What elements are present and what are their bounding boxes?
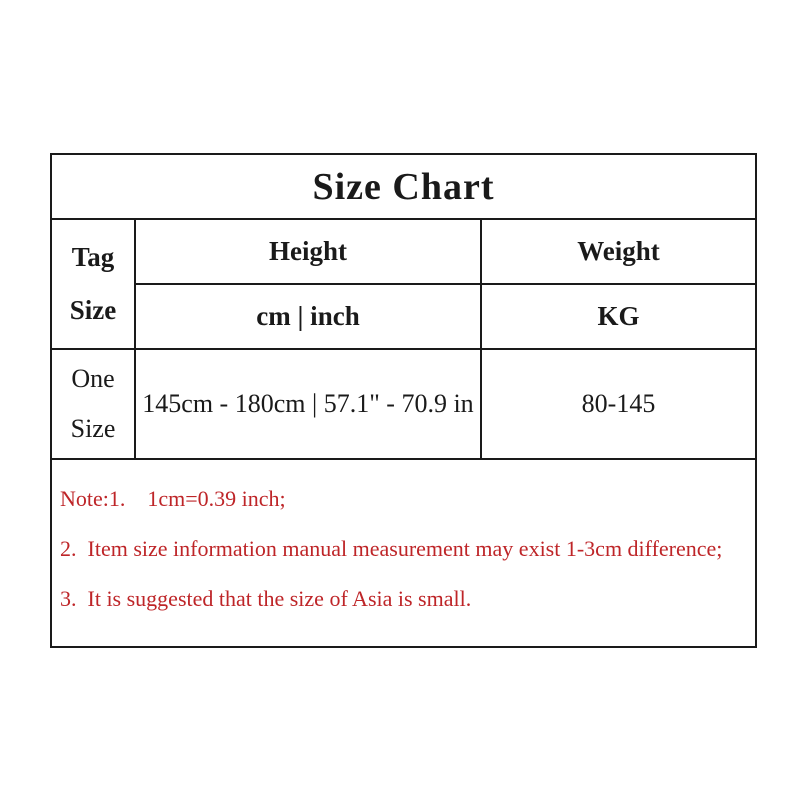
- height-header-text: Height: [269, 236, 347, 266]
- height-unit-text: cm | inch: [256, 301, 360, 331]
- size-name-line2: Size: [70, 414, 116, 443]
- note-line-1: Note:1. 1cm=0.39 inch;: [60, 486, 286, 511]
- tag-size-header-line2: Size: [69, 295, 117, 325]
- weight-value-text: 80-145: [581, 389, 656, 418]
- height-value-text: 145cm - 180cm | 57.1" - 70.9 in: [142, 389, 474, 418]
- size-chart-table: Size Chart Tag Size Height Weight cm | i…: [50, 153, 757, 648]
- notes-section: Note:1. 1cm=0.39 inch; 2. Item size info…: [52, 460, 755, 646]
- weight-header-cell: Weight: [482, 220, 755, 285]
- table-title-text: Size Chart: [312, 165, 495, 208]
- height-unit-cell: cm | inch: [136, 285, 482, 350]
- height-value-cell: 145cm - 180cm | 57.1" - 70.9 in: [136, 350, 482, 460]
- weight-header-text: Weight: [577, 236, 660, 266]
- weight-value-cell: 80-145: [482, 350, 755, 460]
- weight-unit-cell: KG: [482, 285, 755, 350]
- tag-size-header-cell: Tag Size: [52, 220, 136, 350]
- weight-unit-text: KG: [597, 301, 640, 331]
- table-title: Size Chart: [52, 155, 755, 220]
- tag-size-header-line1: Tag: [71, 242, 115, 272]
- note-line-3: 3. It is suggested that the size of Asia…: [60, 586, 472, 611]
- note-line-2: 2. Item size information manual measurem…: [60, 536, 723, 561]
- height-header-cell: Height: [136, 220, 482, 285]
- size-name-line1: One: [71, 364, 115, 393]
- size-name-cell: One Size: [52, 350, 136, 460]
